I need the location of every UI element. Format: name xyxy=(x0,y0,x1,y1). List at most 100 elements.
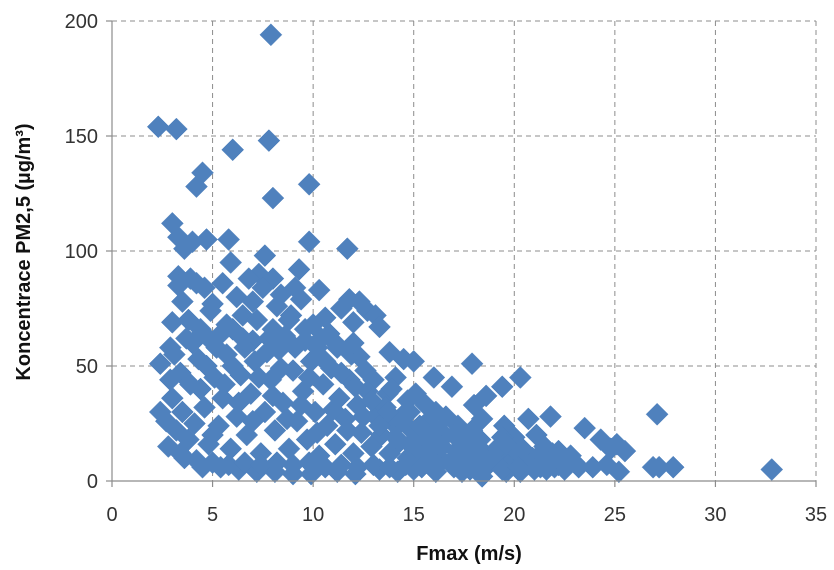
data-point xyxy=(245,308,269,332)
data-point xyxy=(193,276,216,300)
data-point xyxy=(525,423,548,447)
data-point xyxy=(257,129,281,152)
data-point xyxy=(335,419,359,442)
data-point xyxy=(269,356,293,380)
data-point xyxy=(231,327,255,350)
data-point xyxy=(305,421,329,445)
data-point xyxy=(426,453,450,477)
data-point xyxy=(163,343,186,366)
y-tick-label: 150 xyxy=(65,126,98,148)
data-point xyxy=(297,451,321,474)
data-point xyxy=(195,354,218,378)
data-point xyxy=(313,350,337,373)
data-point xyxy=(430,435,454,458)
data-point xyxy=(380,377,403,401)
data-point xyxy=(253,400,277,424)
data-point xyxy=(241,290,265,313)
data-point xyxy=(344,375,367,399)
data-point xyxy=(225,285,249,309)
data-point xyxy=(321,398,345,422)
data-point xyxy=(573,416,597,440)
data-point xyxy=(251,276,275,300)
y-tick-label: 100 xyxy=(65,241,98,263)
data-point xyxy=(394,453,418,477)
data-point xyxy=(160,386,184,410)
data-point xyxy=(221,354,245,378)
data-point xyxy=(171,400,194,424)
data-point xyxy=(199,299,222,323)
data-point xyxy=(297,366,321,389)
data-point xyxy=(470,407,494,431)
data-point xyxy=(255,340,279,364)
data-point xyxy=(468,428,492,451)
data-point xyxy=(189,377,212,401)
data-point xyxy=(297,230,321,254)
tick-labels: 0 5 10 15 20 25 30 35 0 50 100 150 200 xyxy=(65,11,828,526)
data-point xyxy=(368,315,391,339)
data-point xyxy=(661,455,685,479)
data-point xyxy=(297,172,321,196)
data-point xyxy=(165,117,188,141)
data-point xyxy=(398,432,422,456)
data-point xyxy=(211,271,234,295)
data-point xyxy=(329,297,353,320)
data-point xyxy=(323,432,347,456)
data-point xyxy=(287,258,311,281)
data-point xyxy=(517,407,540,431)
data-point xyxy=(289,287,313,311)
y-tick-label: 50 xyxy=(76,356,98,378)
data-point xyxy=(613,439,637,463)
data-point xyxy=(169,442,192,465)
data-point xyxy=(253,244,277,267)
data-point xyxy=(237,267,261,290)
data-point xyxy=(442,423,466,447)
x-tick-label: 25 xyxy=(604,504,626,526)
data-point xyxy=(567,455,591,479)
data-point xyxy=(329,453,353,477)
data-point xyxy=(442,455,466,479)
data-point xyxy=(171,290,194,313)
y-tick-label: 200 xyxy=(65,11,98,33)
data-points xyxy=(146,23,784,488)
data-point xyxy=(197,327,220,350)
y-axis-title: Koncentrace PM2,5 (µg/m³) xyxy=(13,123,35,380)
data-point xyxy=(233,451,257,474)
data-point xyxy=(261,384,285,408)
data-point xyxy=(490,375,514,399)
data-point xyxy=(185,448,208,472)
x-tick-label: 20 xyxy=(503,504,525,526)
data-point xyxy=(508,366,532,389)
data-point xyxy=(185,175,208,198)
x-tick-label: 35 xyxy=(805,504,827,526)
gridlines xyxy=(112,20,817,481)
data-point xyxy=(265,294,289,318)
data-point xyxy=(275,407,299,431)
data-point xyxy=(148,352,172,376)
data-point xyxy=(146,115,170,139)
data-point xyxy=(607,460,631,484)
data-point xyxy=(309,327,333,350)
data-point xyxy=(289,393,313,417)
x-tick-label: 30 xyxy=(704,504,726,526)
data-point xyxy=(422,366,446,389)
data-point xyxy=(201,451,224,474)
data-point xyxy=(201,423,224,447)
axes xyxy=(106,20,817,487)
data-point xyxy=(265,451,289,474)
data-point xyxy=(195,228,218,251)
data-point xyxy=(362,453,385,477)
data-point xyxy=(440,375,464,399)
data-point xyxy=(760,458,784,481)
data-point xyxy=(352,405,375,428)
data-point xyxy=(263,419,287,442)
y-tick-label: 0 xyxy=(87,471,98,493)
data-point xyxy=(402,350,426,373)
data-point xyxy=(360,389,383,412)
data-point xyxy=(474,455,498,479)
data-point xyxy=(215,313,239,336)
data-point xyxy=(211,386,234,410)
data-point xyxy=(213,373,236,396)
data-point xyxy=(221,138,245,162)
data-point xyxy=(247,366,271,389)
data-point xyxy=(261,317,285,341)
